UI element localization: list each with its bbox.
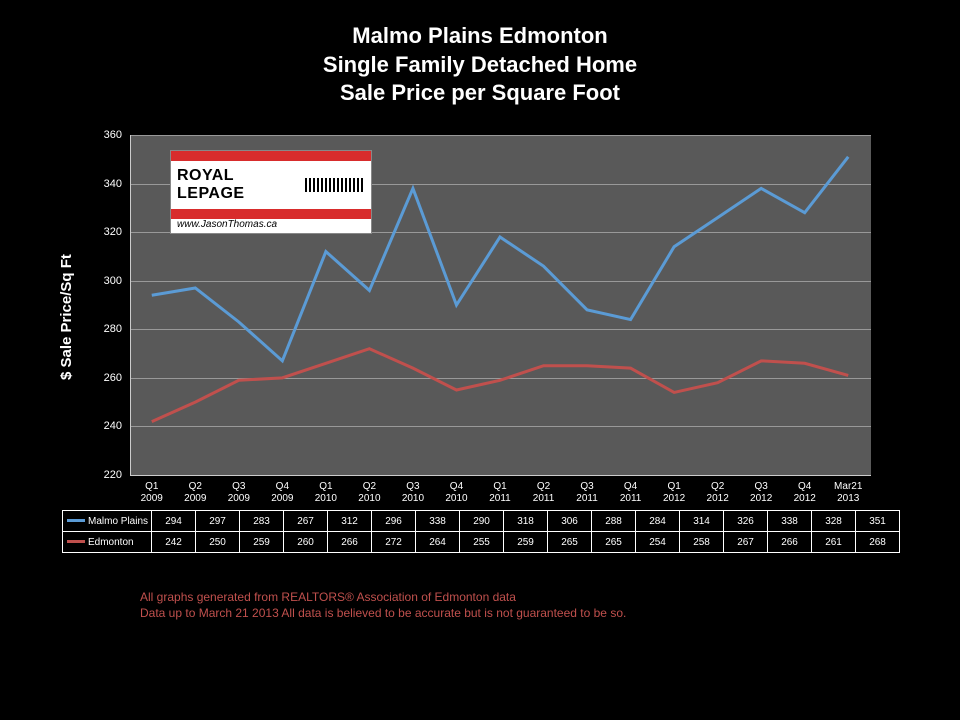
table-cell: 290 — [460, 511, 504, 532]
x-tick-label: Q3 2012 — [750, 481, 772, 505]
table-cell: 318 — [504, 511, 548, 532]
logo-url: www.JasonThomas.ca — [171, 219, 371, 233]
table-cell: 267 — [284, 511, 328, 532]
table-cell: 265 — [548, 532, 592, 553]
title-line-2: Single Family Detached Home — [0, 51, 960, 80]
logo-brand: ROYAL LEPAGE — [177, 167, 305, 203]
table-cell: 294 — [152, 511, 196, 532]
table-cell: 259 — [240, 532, 284, 553]
table-cell: 266 — [328, 532, 372, 553]
x-tick-label: Q3 2011 — [576, 481, 598, 505]
x-tick-label: Q2 2010 — [358, 481, 380, 505]
x-tick-label: Q4 2011 — [620, 481, 642, 505]
table-cell: 328 — [812, 511, 856, 532]
y-tick-label: 240 — [82, 420, 122, 432]
x-tick-label: Q3 2009 — [228, 481, 250, 505]
x-tick-label: Q1 2011 — [489, 481, 511, 505]
x-tick-label: Mar21 2013 — [834, 481, 862, 505]
table-cell: 260 — [284, 532, 328, 553]
table-cell: 296 — [372, 511, 416, 532]
y-tick-label: 320 — [82, 226, 122, 238]
y-tick-label: 280 — [82, 323, 122, 335]
table-cell: 297 — [196, 511, 240, 532]
table-cell: 255 — [460, 532, 504, 553]
table-series-label: Edmonton — [63, 532, 152, 553]
table-cell: 266 — [768, 532, 812, 553]
data-table: Malmo Plains2942972832673122963382903183… — [62, 510, 900, 553]
footnote: All graphs generated from REALTORS® Asso… — [140, 590, 626, 621]
table-cell: 259 — [504, 532, 548, 553]
y-axis-label: $ Sale Price/Sq Ft — [58, 254, 75, 380]
table-cell: 258 — [680, 532, 724, 553]
y-tick-label: 260 — [82, 372, 122, 384]
x-tick-label: Q1 2010 — [315, 481, 337, 505]
y-tick-label: 360 — [82, 129, 122, 141]
table-cell: 306 — [548, 511, 592, 532]
footnote-line-1: All graphs generated from REALTORS® Asso… — [140, 590, 626, 606]
table-cell: 261 — [812, 532, 856, 553]
table-cell: 283 — [240, 511, 284, 532]
table-cell: 254 — [636, 532, 680, 553]
x-tick-label: Q2 2009 — [184, 481, 206, 505]
table-cell: 338 — [768, 511, 812, 532]
x-tick-label: Q4 2009 — [271, 481, 293, 505]
x-tick-label: Q1 2009 — [141, 481, 163, 505]
table-cell: 326 — [724, 511, 768, 532]
y-tick-label: 340 — [82, 178, 122, 190]
table-cell: 284 — [636, 511, 680, 532]
table-cell: 265 — [592, 532, 636, 553]
title-line-3: Sale Price per Square Foot — [0, 79, 960, 108]
x-tick-label: Q1 2012 — [663, 481, 685, 505]
table-cell: 272 — [372, 532, 416, 553]
logo-stripes-icon — [305, 178, 365, 192]
y-tick-label: 220 — [82, 469, 122, 481]
table-cell: 242 — [152, 532, 196, 553]
table-cell: 314 — [680, 511, 724, 532]
y-tick-label: 300 — [82, 275, 122, 287]
table-cell: 312 — [328, 511, 372, 532]
x-tick-label: Q2 2012 — [707, 481, 729, 505]
table-cell: 268 — [856, 532, 900, 553]
title-line-1: Malmo Plains Edmonton — [0, 22, 960, 51]
chart-title: Malmo Plains Edmonton Single Family Deta… — [0, 0, 960, 108]
x-tick-label: Q4 2010 — [445, 481, 467, 505]
table-series-label: Malmo Plains — [63, 511, 152, 532]
x-tick-label: Q4 2012 — [794, 481, 816, 505]
table-cell: 267 — [724, 532, 768, 553]
table-cell: 338 — [416, 511, 460, 532]
table-cell: 264 — [416, 532, 460, 553]
x-tick-label: Q2 2011 — [533, 481, 555, 505]
table-cell: 351 — [856, 511, 900, 532]
royal-lepage-logo: ROYAL LEPAGE www.JasonThomas.ca — [170, 150, 372, 234]
series-line — [152, 349, 848, 422]
table-cell: 288 — [592, 511, 636, 532]
x-tick-label: Q3 2010 — [402, 481, 424, 505]
table-cell: 250 — [196, 532, 240, 553]
footnote-line-2: Data up to March 21 2013 All data is bel… — [140, 606, 626, 622]
